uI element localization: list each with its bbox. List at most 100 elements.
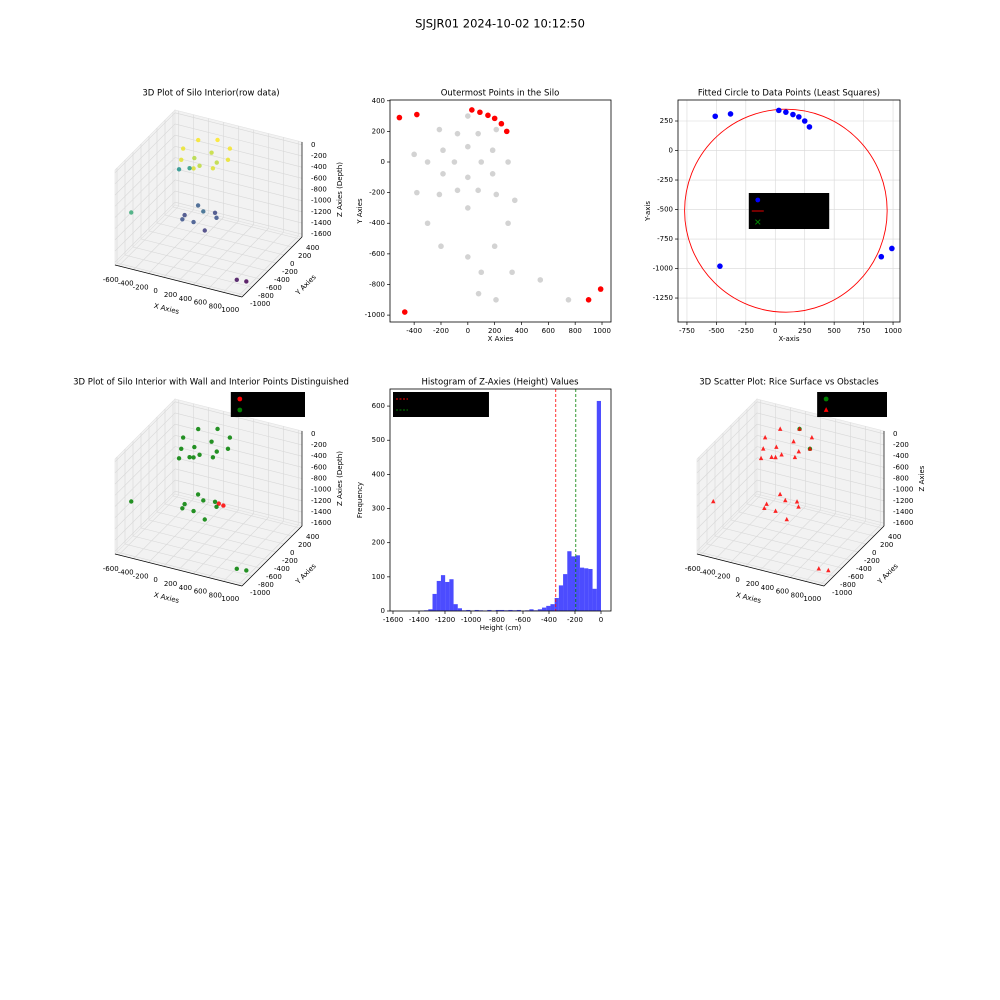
grid-line <box>114 190 176 252</box>
y-tick-label: -1250 <box>653 294 673 302</box>
y-tick-label: -800 <box>369 280 385 288</box>
marker-circle <box>511 197 518 204</box>
marker-circle <box>489 147 496 154</box>
y-tick-label: -1000 <box>250 589 270 597</box>
grid-line <box>174 190 303 224</box>
z-tick-label: -1400 <box>893 508 913 516</box>
marker-circle <box>215 137 220 143</box>
histogram-bar <box>487 609 492 611</box>
y-tick-label: 100 <box>372 573 385 581</box>
marker-circle <box>505 159 511 165</box>
grid-line <box>174 457 303 490</box>
marker-circle <box>755 197 761 203</box>
marker-triangle <box>796 504 801 509</box>
y-tick-label: 400 <box>372 470 385 478</box>
marker-circle <box>503 128 510 135</box>
marker-triangle <box>773 454 778 460</box>
x-tick-label: 0 <box>735 576 739 584</box>
legend: Rice Surface Obstacles <box>817 392 887 417</box>
grid-line <box>174 179 303 213</box>
x-tick-label: -400 <box>700 569 716 577</box>
legend-label: Silo Wall <box>251 395 281 403</box>
z-tick-label: 0 <box>893 430 897 438</box>
grid-line <box>156 222 285 256</box>
y-tick-label: 200 <box>880 541 893 549</box>
grid-line <box>696 401 758 463</box>
x-tick-label: 200 <box>488 327 501 335</box>
grid-line <box>116 262 245 296</box>
z-tick-label: -400 <box>311 452 327 460</box>
marker-circle <box>234 566 239 571</box>
legend-label: Obstacles <box>837 406 872 414</box>
marker-circle <box>214 215 219 221</box>
histogram-bar <box>592 588 597 611</box>
y-tick-label: -600 <box>266 573 282 581</box>
y-tick-label: 0 <box>290 260 294 268</box>
y-tick-label: 200 <box>372 539 385 547</box>
legend: Silo Wall Interior (Rice) <box>230 392 305 417</box>
grid-line <box>114 157 176 218</box>
y-tick-label: 0 <box>669 147 673 155</box>
x-tick-label: -1400 <box>409 616 429 624</box>
marker-circle <box>491 243 498 250</box>
marker-circle <box>202 517 207 522</box>
marker-circle <box>195 492 201 497</box>
marker-triangle <box>769 454 774 459</box>
marker-circle <box>537 277 544 283</box>
marker-circle <box>225 157 231 163</box>
marker-triangle <box>773 508 778 513</box>
figure-title: SJSJR01 2024-10-02 10:12:50 <box>415 17 585 31</box>
axis-edge <box>241 236 303 298</box>
marker-circle <box>215 426 220 432</box>
y-tick-label: -200 <box>282 268 298 276</box>
axis-edge <box>114 264 243 298</box>
y-tick-label: 500 <box>372 436 385 444</box>
marker-circle <box>475 187 481 194</box>
z-tick-label: -1600 <box>311 230 331 238</box>
grid-line <box>174 490 303 524</box>
marker-circle <box>454 187 461 194</box>
marker-circle <box>414 189 420 196</box>
marker-circle <box>187 454 192 460</box>
x-tick-label: 200 <box>746 580 759 588</box>
grid-line <box>114 490 176 552</box>
legend-label: Interior (Rice) <box>251 406 299 414</box>
marker-circle <box>465 174 471 181</box>
marker-circle <box>225 446 231 452</box>
histogram-bar <box>432 593 437 611</box>
z-tick-label: -200 <box>311 152 327 160</box>
marker-circle <box>212 210 218 215</box>
histogram-bar <box>563 574 568 611</box>
x-tick-label: 500 <box>827 327 840 335</box>
marker-triangle <box>778 426 783 431</box>
marker-circle <box>465 254 471 260</box>
y-tick-label: -800 <box>258 292 274 300</box>
histogram-bar <box>440 575 446 611</box>
marker-circle <box>565 297 572 303</box>
x-tick-label: -400 <box>541 616 557 624</box>
grid-line <box>696 490 758 552</box>
x-tick-label: 400 <box>515 327 528 335</box>
marker-circle <box>191 508 196 514</box>
histogram-bar <box>571 556 576 611</box>
marker-circle <box>180 146 186 151</box>
grid-line <box>114 134 176 196</box>
z-tick-label: -800 <box>311 186 327 194</box>
grid-line <box>148 230 277 264</box>
x-tick-label: 800 <box>791 591 804 599</box>
x-tick-label: -750 <box>679 327 695 335</box>
marker-circle <box>424 220 431 227</box>
marker-circle <box>221 503 226 508</box>
histogram-bar <box>567 551 572 611</box>
legend-label: Rice Surface <box>837 395 881 403</box>
grid-line <box>696 468 758 530</box>
marker-circle <box>451 159 458 165</box>
y-tick-label: 250 <box>660 117 673 125</box>
y-tick-label: -200 <box>864 557 880 565</box>
x-tick-label: 400 <box>179 295 192 303</box>
marker-triangle <box>794 499 800 504</box>
marker-triangle <box>762 505 767 511</box>
marker-triangle <box>761 446 766 451</box>
z-axis-label: Z Axies (Depth) <box>336 162 344 217</box>
x-tick-label: -500 <box>708 327 724 335</box>
